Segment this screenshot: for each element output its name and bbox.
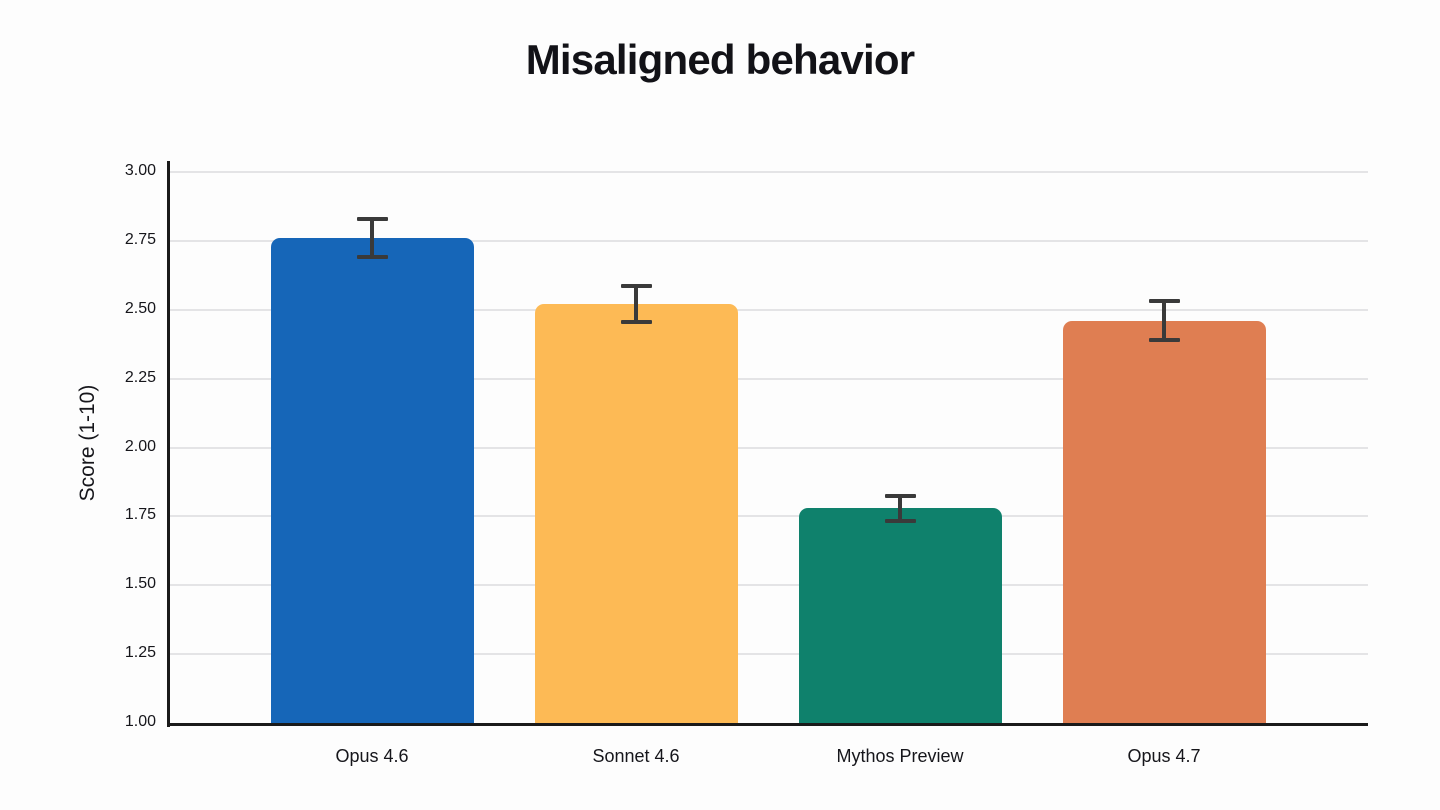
x-tick-label-mythos-preview: Mythos Preview bbox=[836, 746, 964, 766]
error-bar-cap-bottom-mythos-preview bbox=[884, 518, 916, 523]
y-tick-label: 1.00 bbox=[124, 713, 156, 730]
y-tick-label: 3.00 bbox=[124, 162, 156, 179]
error-bar-line-sonnet-4-6 bbox=[634, 286, 638, 323]
gridline bbox=[170, 239, 1368, 242]
error-bar-cap-top-mythos-preview bbox=[884, 493, 916, 498]
bar-mythos-preview bbox=[798, 508, 1002, 723]
bar-opus-4-7 bbox=[1062, 320, 1266, 723]
y-tick-label: 2.00 bbox=[124, 437, 156, 455]
gridline bbox=[170, 584, 1368, 587]
gridline bbox=[170, 308, 1368, 311]
gridline bbox=[170, 515, 1368, 518]
error-bar-cap-top-opus-4-6 bbox=[356, 216, 388, 221]
y-axis-line bbox=[167, 161, 170, 727]
gridline bbox=[170, 171, 1368, 173]
y-tick-label: 1.25 bbox=[124, 644, 156, 662]
gridline bbox=[170, 377, 1368, 380]
error-bar-cap-bottom-sonnet-4-6 bbox=[620, 320, 652, 325]
bar-sonnet-4-6 bbox=[534, 304, 738, 723]
error-bar-cap-bottom-opus-4-7 bbox=[1148, 338, 1180, 343]
error-bar-cap-top-sonnet-4-6 bbox=[620, 284, 652, 289]
error-bar-line-mythos-preview bbox=[898, 495, 902, 521]
error-bar-cap-top-opus-4-7 bbox=[1148, 299, 1180, 304]
x-tick-label-opus-4-7: Opus 4.7 bbox=[1127, 746, 1201, 766]
x-tick-label-sonnet-4-6: Sonnet 4.6 bbox=[592, 746, 680, 766]
chart-title: Misaligned behavior bbox=[525, 36, 915, 83]
gridline bbox=[170, 653, 1368, 656]
gridline bbox=[170, 446, 1368, 449]
error-bar-line-opus-4-7 bbox=[1162, 301, 1166, 341]
y-tick-label: 2.50 bbox=[124, 299, 156, 317]
error-bar-cap-bottom-opus-4-6 bbox=[356, 255, 388, 260]
x-axis-line bbox=[167, 722, 1368, 726]
bar-opus-4-6 bbox=[270, 238, 474, 723]
y-tick-label: 1.75 bbox=[124, 506, 156, 524]
y-tick-label: 1.50 bbox=[124, 575, 156, 593]
y-tick-label: 2.25 bbox=[124, 368, 156, 386]
error-bar-line-opus-4-6 bbox=[370, 218, 374, 258]
y-tick-label: 2.75 bbox=[124, 230, 156, 248]
x-tick-label-opus-4-6: Opus 4.6 bbox=[335, 746, 409, 766]
